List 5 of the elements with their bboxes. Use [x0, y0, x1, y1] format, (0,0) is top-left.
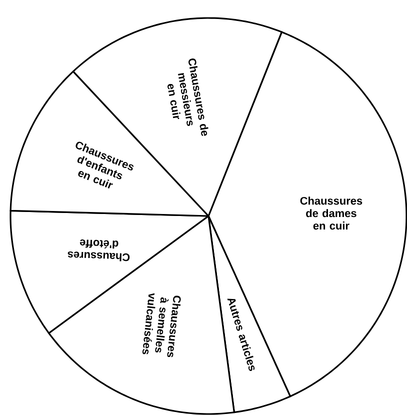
slice-label: Chaussures de messieurs en cuir	[167, 58, 208, 136]
slice-label: Chaussures à semelles vulcanisées	[142, 293, 181, 358]
slice-label: Chaussures d'étoffe	[68, 239, 130, 262]
slice-label: Autres articles	[227, 298, 254, 372]
slice-label: Chaussures de dames en cuir	[300, 196, 362, 230]
